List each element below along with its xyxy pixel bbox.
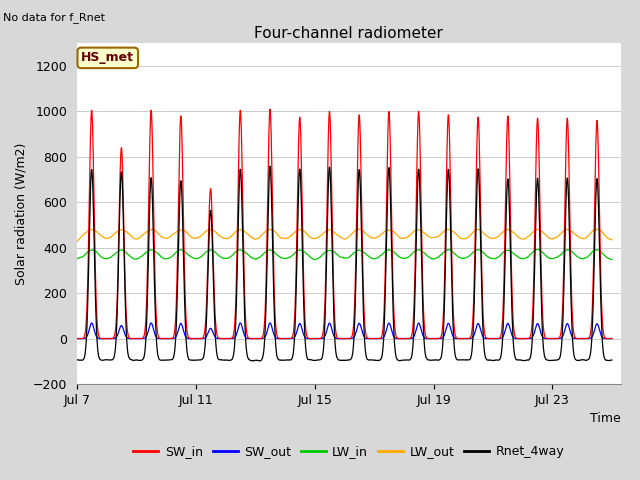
Text: HS_met: HS_met [81, 51, 134, 64]
Y-axis label: Solar radiation (W/m2): Solar radiation (W/m2) [14, 143, 27, 285]
Text: No data for f_Rnet: No data for f_Rnet [3, 12, 105, 23]
Legend: SW_in, SW_out, LW_in, LW_out, Rnet_4way: SW_in, SW_out, LW_in, LW_out, Rnet_4way [129, 440, 569, 463]
Title: Four-channel radiometer: Four-channel radiometer [254, 25, 444, 41]
X-axis label: Time: Time [590, 412, 621, 425]
